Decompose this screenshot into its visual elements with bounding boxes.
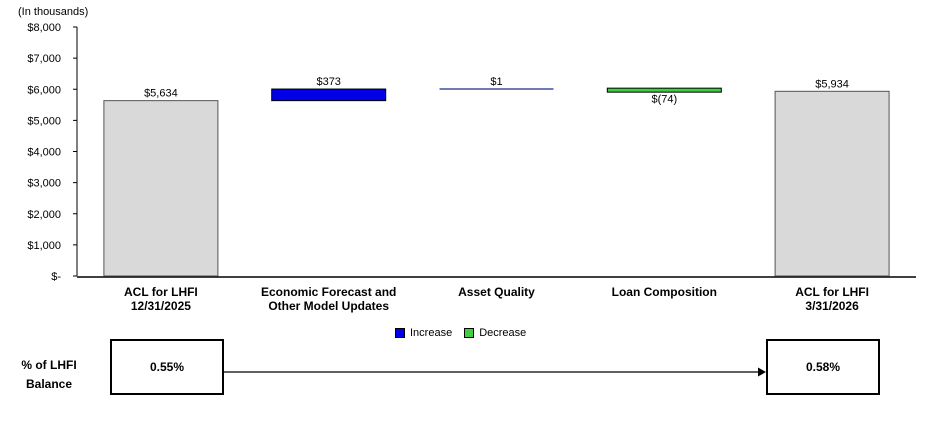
- legend-increase-label: Increase: [410, 327, 453, 339]
- lhfi-start-box: 0.55%: [110, 339, 224, 395]
- data-label-2: $373: [316, 76, 340, 88]
- lhfi-arrow: [224, 367, 766, 377]
- legend-increase-swatch: [395, 328, 405, 338]
- category-label-1: 12/31/2025: [131, 299, 191, 313]
- y-tick-label: $-: [51, 271, 61, 283]
- legend-decrease-label: Decrease: [479, 327, 527, 339]
- bar-2: [271, 88, 387, 102]
- waterfall-chart: $- $1,000 $2,000 $3,000 $4,000 $5,000 $6,000 $7…: [27, 22, 916, 313]
- data-label-4: $(74): [651, 93, 677, 105]
- y-tick-label: $2,000: [27, 209, 61, 221]
- lhfi-end-box: 0.58%: [766, 339, 880, 395]
- category-label-5: ACL for LHFI: [795, 285, 869, 299]
- data-label-1: $5,634: [144, 88, 178, 100]
- legend-decrease: Decrease: [464, 327, 526, 339]
- legend-increase: Increase: [395, 327, 452, 339]
- y-tick-label: $5,000: [27, 115, 61, 127]
- y-tick-label: $8,000: [27, 22, 61, 34]
- legend: Increase Decrease: [395, 327, 538, 339]
- lhfi-label-line2: Balance: [25, 377, 73, 391]
- category-label-4: Loan Composition: [612, 285, 717, 299]
- bar-5: [774, 90, 890, 277]
- unit-label: (In thousands): [18, 6, 89, 18]
- data-label-5: $5,934: [815, 78, 849, 90]
- bar-1: [103, 100, 219, 277]
- category-label-1: ACL for LHFI: [124, 285, 198, 299]
- lhfi-balance-label: % of LHFI Balance: [18, 356, 80, 394]
- legend-decrease-swatch: [464, 328, 475, 338]
- y-tick-label: $6,000: [27, 84, 61, 96]
- lhfi-start-value: 0.55%: [149, 360, 185, 374]
- y-tick-label: $4,000: [27, 147, 61, 159]
- bar-4: [606, 87, 722, 93]
- category-label-5: 3/31/2026: [805, 299, 859, 313]
- category-label-2: Economic Forecast and: [261, 285, 396, 299]
- data-label-3: $1: [490, 76, 502, 88]
- y-tick-label: $7,000: [27, 53, 61, 65]
- lhfi-end-value: 0.58%: [805, 360, 841, 374]
- y-tick-label: $1,000: [27, 240, 61, 252]
- lhfi-label-line1: % of LHFI: [21, 358, 77, 372]
- y-tick-label: $3,000: [27, 178, 61, 190]
- category-label-3: Asset Quality: [458, 285, 535, 299]
- category-label-2: Other Model Updates: [268, 299, 389, 313]
